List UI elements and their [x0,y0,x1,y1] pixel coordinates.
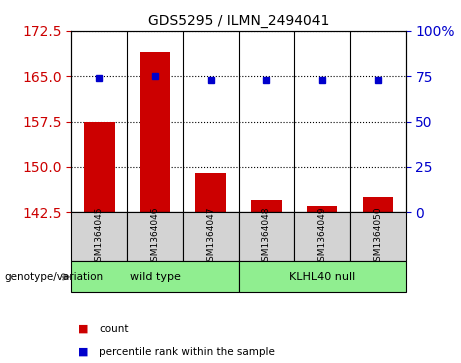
Text: GSM1364045: GSM1364045 [95,207,104,267]
Text: GSM1364049: GSM1364049 [318,207,327,267]
Text: KLHL40 null: KLHL40 null [289,272,355,282]
Bar [71,261,239,292]
Text: GSM1364050: GSM1364050 [373,207,382,267]
Text: GSM1364048: GSM1364048 [262,207,271,267]
Bar [140,52,170,212]
Text: ■: ■ [78,323,89,334]
Bar [307,206,337,212]
Bar [239,261,406,292]
Text: count: count [99,323,129,334]
Text: GSM1364046: GSM1364046 [150,207,160,267]
Bar [183,212,238,261]
Text: genotype/variation: genotype/variation [5,272,104,282]
Bar [84,122,115,212]
Bar [251,200,282,212]
Text: GSM1364047: GSM1364047 [206,207,215,267]
Bar [350,212,406,261]
Text: ■: ■ [78,347,89,357]
Text: wild type: wild type [130,272,180,282]
Bar [127,212,183,261]
Bar [294,212,350,261]
Bar [239,212,294,261]
Bar [71,212,127,261]
Bar [195,173,226,212]
Text: percentile rank within the sample: percentile rank within the sample [99,347,275,357]
Title: GDS5295 / ILMN_2494041: GDS5295 / ILMN_2494041 [148,15,329,28]
Bar [362,197,393,212]
